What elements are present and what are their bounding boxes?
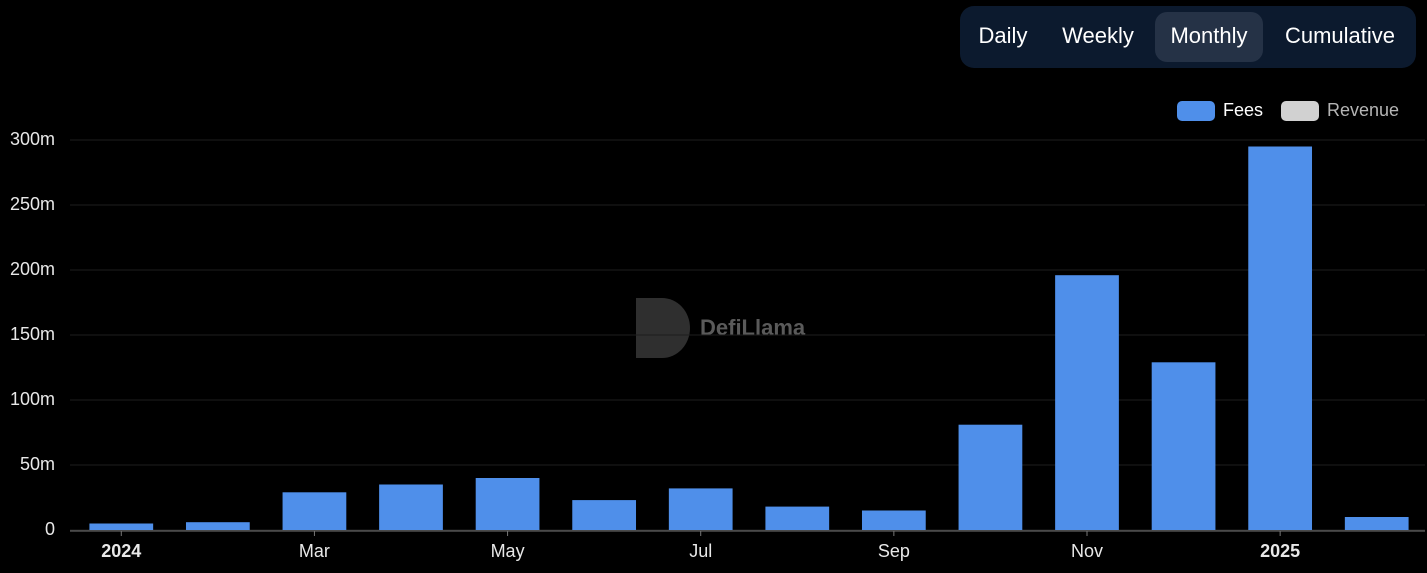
bar	[1248, 146, 1313, 530]
toggle-button[interactable]: Daily	[979, 23, 1028, 48]
y-tick-label: 250m	[10, 194, 55, 214]
x-tick-label: Jul	[689, 541, 712, 561]
bar	[668, 488, 733, 530]
toggle-button[interactable]: Cumulative	[1285, 23, 1395, 48]
legend-label[interactable]: Fees	[1223, 100, 1263, 120]
y-tick-label: 300m	[10, 129, 55, 149]
y-tick-label: 50m	[20, 454, 55, 474]
bar	[572, 500, 637, 530]
x-tick-label: May	[491, 541, 525, 561]
bar	[475, 478, 540, 530]
watermark-logo	[636, 298, 690, 358]
x-tick-label: 2025	[1260, 541, 1300, 561]
y-tick-label: 200m	[10, 259, 55, 279]
legend-swatch[interactable]	[1281, 101, 1319, 121]
x-tick-label: Nov	[1071, 541, 1103, 561]
bar	[958, 424, 1023, 530]
legend-swatch[interactable]	[1177, 101, 1215, 121]
bar	[1055, 275, 1119, 530]
bar	[89, 523, 154, 530]
legend-label[interactable]: Revenue	[1327, 100, 1399, 120]
toggle-button[interactable]: Weekly	[1062, 23, 1134, 48]
bar	[1151, 362, 1216, 530]
bar	[379, 484, 443, 530]
bar	[1344, 517, 1409, 530]
x-tick-label: Mar	[299, 541, 330, 561]
bar	[282, 492, 347, 530]
y-tick-label: 150m	[10, 324, 55, 344]
y-tick-label: 0	[45, 519, 55, 539]
active-pill	[1155, 12, 1263, 62]
watermark: DefiLlama	[700, 315, 806, 340]
x-tick-label: Sep	[878, 541, 910, 561]
y-tick-label: 100m	[10, 389, 55, 409]
x-tick-label: 2024	[101, 541, 141, 561]
bar	[765, 506, 830, 530]
bar	[185, 522, 250, 530]
bar	[861, 510, 926, 530]
toggle-button[interactable]: Monthly	[1170, 23, 1247, 48]
